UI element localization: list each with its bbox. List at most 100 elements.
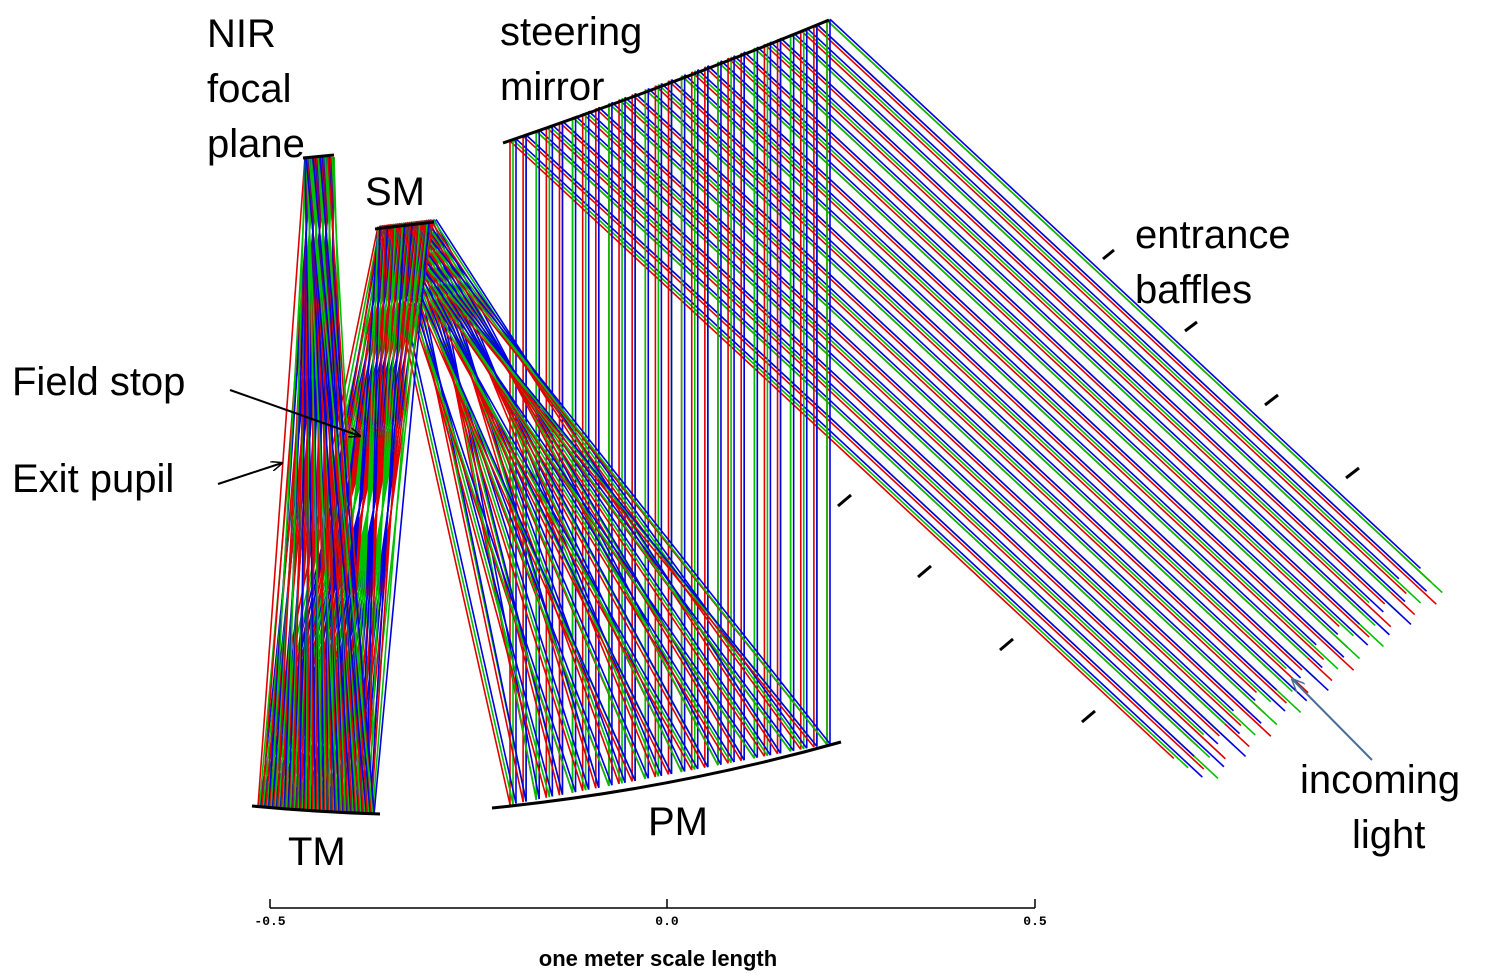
ray — [816, 23, 1428, 592]
ray — [522, 135, 1205, 770]
ray — [769, 41, 1384, 613]
baffles — [837, 248, 1360, 724]
ray — [657, 84, 1287, 670]
ray — [618, 98, 1258, 693]
ray — [419, 220, 802, 750]
ray — [366, 225, 387, 813]
ray — [535, 130, 1211, 759]
ray — [408, 222, 590, 790]
ray — [588, 110, 1235, 712]
ray — [558, 121, 1220, 737]
ray — [644, 88, 1293, 692]
ray — [585, 111, 1256, 736]
ray — [404, 222, 795, 752]
ray — [391, 224, 699, 770]
label: entrance — [1135, 213, 1291, 257]
arrows — [217, 389, 1373, 761]
ray — [407, 222, 647, 780]
optics — [251, 18, 1360, 816]
ray — [286, 156, 306, 809]
ray — [327, 156, 372, 814]
ray — [307, 156, 323, 811]
label: focal — [207, 67, 292, 111]
ray — [406, 221, 706, 769]
steering-mirror — [502, 18, 830, 145]
ray — [545, 126, 1226, 760]
ray — [766, 42, 1370, 604]
ray — [608, 102, 1278, 726]
ray — [667, 80, 1303, 671]
label: steering — [500, 10, 642, 54]
ray — [647, 87, 1308, 702]
ray — [324, 156, 366, 813]
scale-bar: -0.5 0.0 0.5 one meter scale length — [254, 899, 1047, 971]
ray — [385, 224, 693, 771]
ray — [691, 71, 1325, 661]
ray — [551, 124, 1219, 745]
ray — [621, 97, 1272, 703]
ray — [538, 129, 1225, 768]
ray — [270, 156, 308, 808]
rays — [257, 18, 1443, 814]
label: Field stop — [12, 360, 185, 404]
label: baffles — [1135, 268, 1252, 312]
ray — [829, 18, 1422, 570]
ray — [733, 55, 1369, 646]
ray — [561, 120, 1247, 758]
ray — [389, 224, 636, 782]
scale-tick-label: 0.5 — [1023, 914, 1047, 929]
ray — [512, 139, 1189, 769]
ray — [430, 219, 719, 766]
ray — [389, 223, 815, 748]
exit-pupil-arrow — [217, 463, 282, 485]
ray — [319, 156, 375, 814]
ray — [369, 223, 406, 814]
ray — [398, 223, 613, 786]
ray — [305, 156, 368, 813]
label: Exit pupil — [12, 457, 174, 501]
ray — [423, 220, 745, 761]
ray — [756, 46, 1390, 636]
ray — [515, 138, 1203, 778]
ray — [790, 33, 1392, 593]
ray — [373, 220, 431, 814]
ray — [390, 224, 755, 759]
ray — [400, 223, 673, 775]
label: NIR — [207, 12, 276, 56]
ray — [826, 19, 1443, 594]
label: light — [1352, 813, 1425, 857]
ray — [414, 221, 772, 756]
ray — [720, 60, 1339, 636]
label: mirror — [500, 65, 604, 109]
ray — [405, 222, 587, 791]
ray — [806, 27, 1400, 580]
ray — [429, 218, 779, 755]
ray — [402, 222, 584, 792]
ray — [406, 222, 527, 802]
ray — [813, 24, 1437, 605]
ray — [763, 43, 1392, 628]
ray — [305, 156, 311, 810]
ray — [800, 29, 1407, 595]
ray — [401, 222, 792, 752]
ray — [308, 156, 374, 814]
ray — [396, 223, 554, 797]
scale-tick-label: 0.0 — [655, 914, 679, 929]
ray — [312, 156, 343, 812]
ray — [312, 156, 371, 814]
focal-plane — [302, 153, 335, 160]
ray — [388, 224, 696, 770]
ray — [371, 221, 421, 814]
ray — [624, 96, 1286, 712]
tertiary-mirror — [251, 804, 381, 816]
ray — [402, 222, 735, 763]
ray — [408, 221, 766, 757]
ray — [743, 51, 1360, 625]
ray — [435, 218, 782, 754]
ray — [396, 222, 729, 764]
ray — [317, 156, 362, 813]
ray — [634, 92, 1278, 691]
ray — [413, 221, 828, 745]
ray — [793, 32, 1406, 603]
ray — [365, 226, 381, 813]
